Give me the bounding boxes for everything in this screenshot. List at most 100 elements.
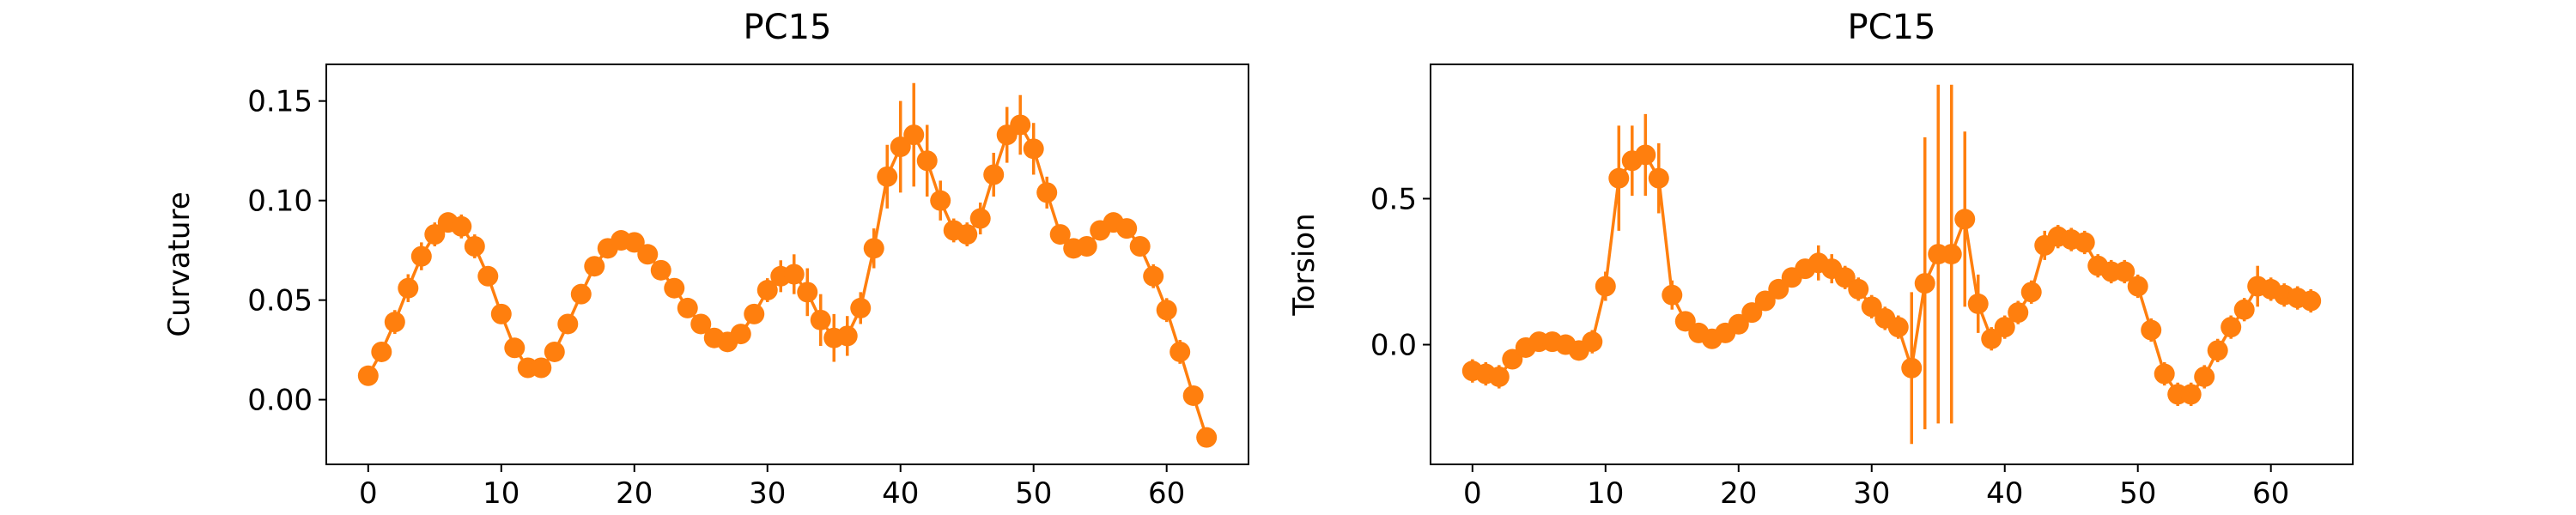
torsion-data-point xyxy=(1848,278,1869,300)
curvature-data-point xyxy=(690,313,712,335)
torsion-data-point xyxy=(2207,340,2228,361)
curvature-data-point xyxy=(371,341,392,362)
torsion-data-point xyxy=(1608,167,1630,189)
curvature-y-tick-label: 0.15 xyxy=(247,85,313,119)
torsion-x-tick-label: 50 xyxy=(2119,476,2156,511)
torsion-data-point xyxy=(1981,328,2002,349)
curvature-data-point xyxy=(744,303,765,324)
curvature-data-point xyxy=(464,236,485,258)
curvature-data-point xyxy=(957,224,978,245)
curvature-data-point xyxy=(1076,236,1097,258)
torsion-data-point xyxy=(2114,261,2136,282)
torsion-x-tick-label: 0 xyxy=(1463,476,1482,511)
curvature-data-point xyxy=(1010,114,1031,136)
torsion-data-point xyxy=(1648,167,1669,189)
torsion-data-point xyxy=(1595,276,1616,297)
curvature-data-point xyxy=(810,309,831,330)
curvature-panel: PC15 Curvature 0 10 20 30 40 50 60 0.00 0.05 0.10… xyxy=(162,8,1249,511)
curvature-data-point xyxy=(451,215,472,237)
curvature-data-point xyxy=(504,337,526,359)
curvature-data-point xyxy=(1049,224,1071,245)
torsion-data-point xyxy=(1582,331,1603,353)
torsion-data-point xyxy=(1662,284,1683,306)
curvature-data-point xyxy=(983,164,1005,185)
torsion-data-point xyxy=(2154,363,2175,385)
curvature-data-point xyxy=(584,256,605,277)
torsion-x-tick-label: 30 xyxy=(1853,476,1890,511)
torsion-data-point xyxy=(2008,302,2029,324)
torsion-data-point xyxy=(1887,317,1909,338)
torsion-data-point xyxy=(2194,366,2215,387)
curvature-chart-title: PC15 xyxy=(744,8,832,47)
curvature-y-tick-label: 0.05 xyxy=(247,284,313,318)
curvature-data-point xyxy=(664,277,685,299)
curvature-data-point xyxy=(1036,182,1058,203)
curvature-x-tick-label: 60 xyxy=(1148,476,1185,511)
curvature-x-tick-label: 50 xyxy=(1015,476,1052,511)
torsion-y-axis-label: Torsion xyxy=(1287,213,1321,316)
curvature-x-tick-label: 40 xyxy=(882,476,919,511)
torsion-data-point xyxy=(1635,144,1656,166)
curvature-data-point xyxy=(677,297,698,318)
torsion-data-point xyxy=(2221,317,2242,338)
curvature-y-tick-label: 0.10 xyxy=(247,185,313,219)
curvature-data-point xyxy=(637,244,659,265)
torsion-data-point xyxy=(1941,244,1962,265)
torsion-data-point xyxy=(1967,293,1989,314)
torsion-y-tick-label: 0.0 xyxy=(1370,329,1417,363)
curvature-y-tick-label: 0.00 xyxy=(247,384,313,418)
curvature-data-point xyxy=(557,313,579,335)
torsion-data-point xyxy=(2074,232,2095,253)
torsion-data-point xyxy=(1901,357,1923,379)
curvature-plot-frame xyxy=(325,64,1249,465)
curvature-marks xyxy=(357,82,1218,448)
torsion-panel: PC15 Torsion 0 10 20 30 40 50 60 0.0 0.5 xyxy=(1287,8,2354,511)
torsion-data-point xyxy=(2127,276,2148,297)
torsion-x-tick-label: 10 xyxy=(1587,476,1624,511)
torsion-data-point xyxy=(1861,296,1882,318)
curvature-data-point xyxy=(877,166,898,187)
torsion-data-point xyxy=(2300,290,2322,312)
torsion-data-point xyxy=(2020,282,2042,303)
curvature-data-point xyxy=(730,324,751,345)
curvature-data-point xyxy=(916,150,938,172)
curvature-data-point xyxy=(1143,265,1164,287)
torsion-data-point xyxy=(1728,313,1749,335)
torsion-x-tick-label: 60 xyxy=(2252,476,2289,511)
torsion-x-tick-label: 20 xyxy=(1720,476,1757,511)
torsion-data-point xyxy=(1834,267,1856,288)
torsion-data-point xyxy=(1768,278,1789,300)
torsion-data-point xyxy=(2233,299,2255,320)
curvature-data-point xyxy=(544,341,565,362)
torsion-data-point xyxy=(1954,209,1976,230)
torsion-chart-title: PC15 xyxy=(1848,8,1936,47)
curvature-data-point xyxy=(890,136,911,158)
curvature-x-tick-label: 0 xyxy=(359,476,378,511)
curvature-data-point xyxy=(570,283,592,305)
curvature-x-tick-label: 20 xyxy=(616,476,653,511)
curvature-data-point xyxy=(1129,236,1151,258)
torsion-data-point xyxy=(1674,311,1696,332)
curvature-data-point xyxy=(1023,138,1044,160)
curvature-data-point xyxy=(398,277,419,299)
curvature-data-point xyxy=(1156,300,1177,321)
torsion-y-tick-label: 0.5 xyxy=(1370,182,1417,216)
torsion-data-point xyxy=(1754,290,1776,312)
curvature-data-point xyxy=(357,365,379,386)
torsion-data-point xyxy=(1994,317,2015,338)
curvature-data-point xyxy=(756,280,778,301)
torsion-data-point xyxy=(1502,348,1523,370)
curvature-data-point xyxy=(797,282,818,303)
curvature-y-axis-label: Curvature xyxy=(162,191,197,336)
torsion-data-point xyxy=(1488,366,1510,387)
torsion-data-point xyxy=(2180,384,2202,405)
curvature-data-point xyxy=(490,303,512,324)
curvature-data-point xyxy=(930,190,951,211)
torsion-data-point xyxy=(1914,273,1935,294)
curvature-x-tick-label: 10 xyxy=(483,476,519,511)
curvature-data-point xyxy=(1196,427,1218,448)
curvature-data-point xyxy=(477,265,499,287)
curvature-data-point xyxy=(836,325,858,347)
torsion-marks xyxy=(1461,84,2322,445)
